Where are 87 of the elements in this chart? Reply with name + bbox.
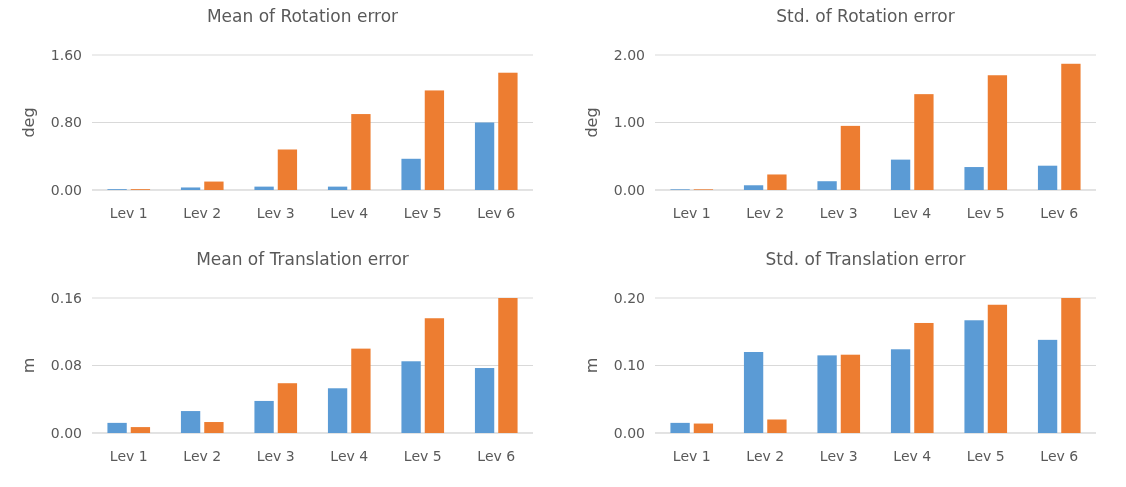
bar <box>693 423 714 433</box>
bar <box>204 181 224 190</box>
bar <box>914 322 934 433</box>
x-tick-label: Lev 3 <box>819 205 858 221</box>
x-tick-label: Lev 6 <box>1040 205 1079 221</box>
bar <box>351 348 371 433</box>
x-tick-label: Lev 1 <box>109 448 148 464</box>
chart-title: Std. of Rotation error <box>776 6 955 26</box>
bar <box>670 422 690 433</box>
x-tick-label: Lev 3 <box>819 448 858 464</box>
x-tick-label: Lev 4 <box>330 448 369 464</box>
bar <box>401 361 421 433</box>
x-tick-label: Lev 2 <box>746 205 785 221</box>
bar <box>1037 165 1058 190</box>
chart-title: Mean of Rotation error <box>206 6 399 26</box>
y-axis-title: m <box>582 357 601 374</box>
x-tick-label: Lev 5 <box>403 205 442 221</box>
y-tick-label: 0.08 <box>50 357 82 374</box>
bar <box>424 318 445 433</box>
y-tick-label: 1.60 <box>50 46 82 63</box>
x-tick-label: Lev 1 <box>672 448 711 464</box>
y-tick-label: 0.00 <box>50 424 82 441</box>
bar <box>254 400 274 433</box>
x-tick-label: Lev 1 <box>672 205 711 221</box>
bar <box>401 158 421 190</box>
bar <box>327 388 348 433</box>
y-axis-title: deg <box>582 107 601 138</box>
bar <box>1061 63 1081 190</box>
bar <box>817 181 837 190</box>
bar <box>840 354 861 433</box>
x-tick-label: Lev 3 <box>256 205 295 221</box>
bar <box>743 352 764 433</box>
bar <box>498 298 518 433</box>
bar <box>890 159 911 190</box>
x-tick-label: Lev 3 <box>256 448 295 464</box>
y-tick-label: 0.00 <box>50 181 82 198</box>
x-tick-label: Lev 4 <box>893 448 932 464</box>
y-axis-title: m <box>19 357 38 374</box>
x-tick-label: Lev 2 <box>183 448 222 464</box>
bar <box>964 167 984 190</box>
y-tick-label: 0.20 <box>613 289 645 306</box>
bar <box>840 125 861 190</box>
bar <box>1061 298 1081 433</box>
bar <box>351 114 371 190</box>
bar <box>180 187 201 190</box>
x-tick-label: Lev 6 <box>1040 448 1079 464</box>
x-tick-label: Lev 2 <box>746 448 785 464</box>
bar <box>890 349 911 433</box>
y-tick-label: 0.00 <box>613 424 645 441</box>
bar <box>424 90 445 190</box>
x-tick-label: Lev 2 <box>183 205 222 221</box>
bar <box>107 422 127 433</box>
x-tick-label: Lev 6 <box>477 448 516 464</box>
bar <box>204 422 224 433</box>
x-tick-label: Lev 6 <box>477 205 516 221</box>
bar <box>987 304 1008 433</box>
x-tick-label: Lev 4 <box>893 205 932 221</box>
y-tick-label: 2.00 <box>613 46 645 63</box>
x-tick-label: Lev 5 <box>966 205 1005 221</box>
bar <box>914 94 934 190</box>
x-tick-label: Lev 5 <box>966 448 1005 464</box>
x-tick-label: Lev 5 <box>403 448 442 464</box>
bar <box>987 75 1008 190</box>
y-tick-label: 0.00 <box>613 181 645 198</box>
bar <box>474 368 495 433</box>
bar <box>180 411 201 433</box>
y-tick-label: 0.16 <box>50 289 83 306</box>
x-tick-label: Lev 1 <box>109 205 148 221</box>
bar <box>767 174 787 190</box>
bar <box>767 419 787 433</box>
y-tick-label: 0.10 <box>613 357 645 374</box>
bar <box>277 149 298 190</box>
bar <box>474 122 495 190</box>
bar <box>254 186 274 190</box>
bar <box>1037 339 1058 433</box>
bar <box>498 72 518 190</box>
chart-title: Std. of Translation error <box>765 249 966 269</box>
bar <box>277 383 298 433</box>
bar <box>743 185 764 190</box>
bar <box>964 320 984 433</box>
y-tick-label: 0.80 <box>50 114 82 131</box>
bar <box>130 427 151 433</box>
y-axis-title: deg <box>19 107 38 138</box>
bar <box>817 355 837 433</box>
y-tick-label: 1.00 <box>613 114 645 131</box>
chart-title: Mean of Translation error <box>196 249 409 269</box>
x-tick-label: Lev 4 <box>330 205 369 221</box>
